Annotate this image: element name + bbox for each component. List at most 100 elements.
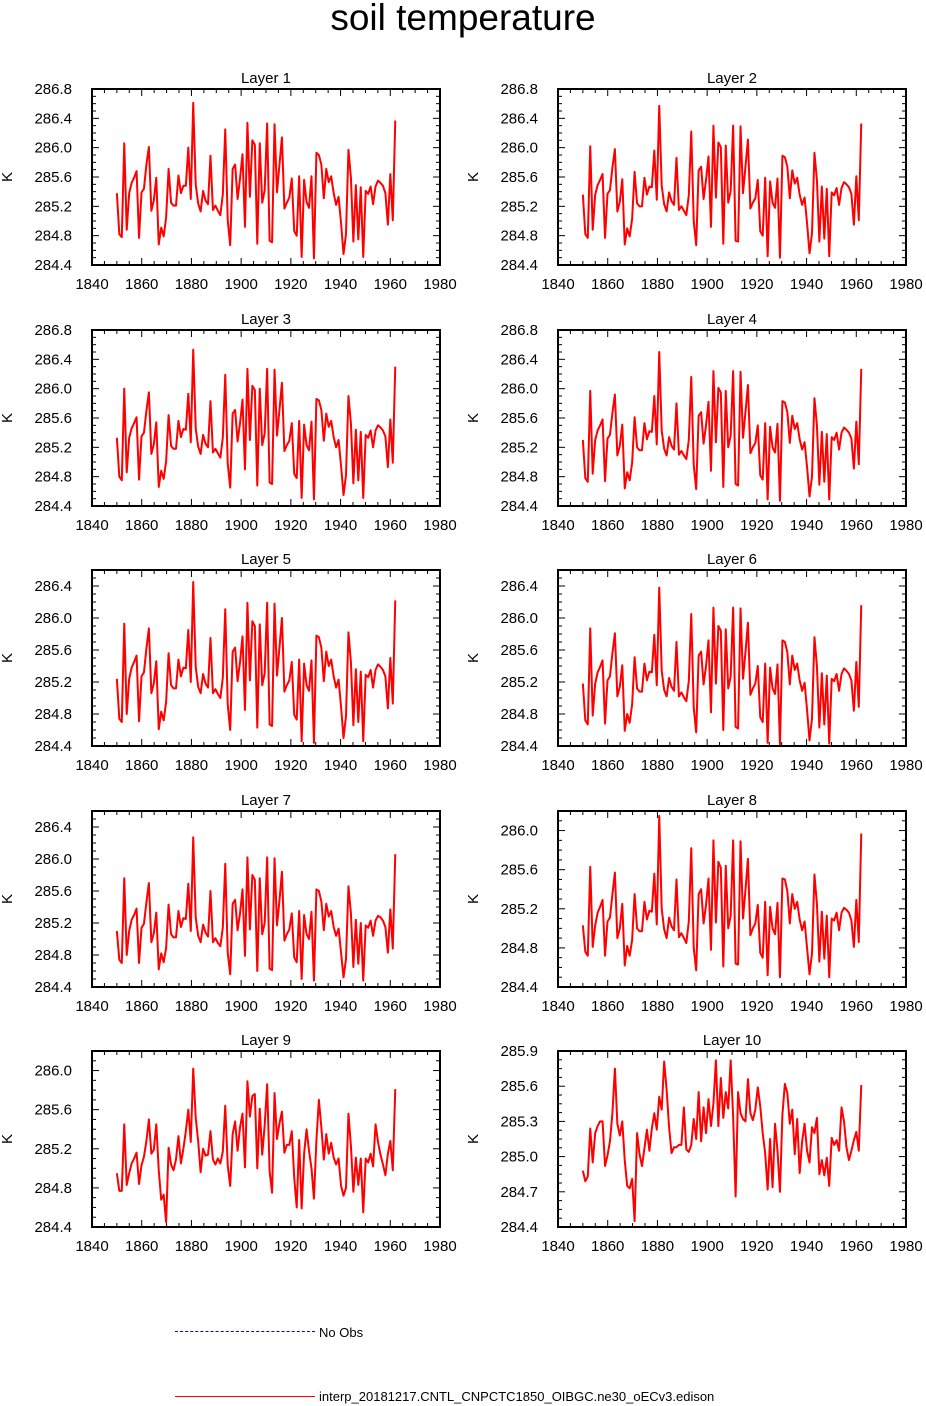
y-axis-label: K <box>0 413 16 423</box>
y-axis-label: K <box>465 1134 482 1144</box>
x-tick-label: 1920 <box>274 276 307 293</box>
x-tick-label: 1920 <box>274 757 307 774</box>
y-tick-label: 286.4 <box>500 578 538 595</box>
panel-title: Layer 6 <box>707 551 757 568</box>
x-tick-label: 1920 <box>740 998 773 1015</box>
y-tick-label: 285.2 <box>34 674 72 691</box>
x-tick-label: 1960 <box>374 757 407 774</box>
y-tick-label: 284.4 <box>34 498 72 515</box>
y-tick-label: 286.0 <box>500 140 538 157</box>
panel-layer-1: Layer 1 K 1840 1860 1880 1900 1920 1940 1960 1980… <box>0 70 457 293</box>
y-axis-label: K <box>465 172 482 182</box>
x-tick-label: 1860 <box>125 276 158 293</box>
y-tick-label: 284.8 <box>500 940 538 957</box>
x-tick-label: 1920 <box>740 276 773 293</box>
x-tick-label: 1940 <box>324 998 357 1015</box>
x-tick-label: 1980 <box>889 517 922 534</box>
y-tick-label: 286.0 <box>500 610 538 627</box>
y-tick-label: 286.4 <box>34 578 72 595</box>
y-tick-label: 284.4 <box>500 738 538 755</box>
y-tick-label: 286.8 <box>34 81 72 98</box>
x-tick-label: 1880 <box>641 1238 674 1255</box>
plot-frame <box>557 88 907 266</box>
x-tick-label: 1900 <box>224 1238 257 1255</box>
y-tick-label: 286.0 <box>34 851 72 868</box>
y-tick-label: 285.2 <box>34 198 72 215</box>
y-tick-label: 286.0 <box>500 381 538 398</box>
x-tick-label: 1860 <box>125 998 158 1015</box>
y-tick-label: 284.8 <box>34 469 72 486</box>
panel-title: Layer 5 <box>241 551 291 568</box>
x-tick-label: 1860 <box>591 276 624 293</box>
y-tick-label: 286.8 <box>500 322 538 339</box>
panel-layer-3: Layer 3 K 1840 1860 1880 1900 1920 1940 1960 1980… <box>0 311 457 534</box>
plot-frame <box>557 810 907 988</box>
y-tick-label: 285.2 <box>500 439 538 456</box>
model-series-line <box>581 814 863 979</box>
y-tick-label: 286.0 <box>34 1063 72 1080</box>
x-tick-label: 1900 <box>224 998 257 1015</box>
y-axis-label: K <box>0 172 16 182</box>
y-tick-label: 284.4 <box>500 979 538 996</box>
model-series-line <box>581 586 863 746</box>
x-tick-label: 1880 <box>641 517 674 534</box>
panel-title: Layer 4 <box>707 311 757 328</box>
y-tick-label: 285.2 <box>500 198 538 215</box>
x-tick-label: 1900 <box>224 517 257 534</box>
y-tick-label: 284.7 <box>500 1184 538 1201</box>
x-tick-label: 1900 <box>690 998 723 1015</box>
y-axis-label: K <box>465 894 482 904</box>
x-tick-label: 1880 <box>641 998 674 1015</box>
x-tick-label: 1980 <box>423 757 456 774</box>
x-tick-label: 1980 <box>423 1238 456 1255</box>
y-tick-label: 285.6 <box>34 169 72 186</box>
plot-frame <box>91 329 441 507</box>
panel-title: Layer 10 <box>703 1032 761 1049</box>
y-tick-label: 285.6 <box>500 1078 538 1095</box>
x-tick-label: 1920 <box>740 757 773 774</box>
x-tick-label: 1980 <box>423 276 456 293</box>
panel-layer-5: Layer 5 K 1840 1860 1880 1900 1920 1940 1960 1980… <box>0 551 457 774</box>
y-tick-label: 285.2 <box>34 439 72 456</box>
y-tick-label: 285.6 <box>500 862 538 879</box>
y-tick-label: 284.8 <box>500 228 538 245</box>
x-tick-label: 1840 <box>541 517 574 534</box>
x-tick-label: 1920 <box>274 517 307 534</box>
x-tick-label: 1960 <box>840 757 873 774</box>
x-tick-label: 1900 <box>224 757 257 774</box>
y-tick-label: 285.6 <box>34 1102 72 1119</box>
plot-frame <box>91 1050 441 1228</box>
panel-title: Layer 8 <box>707 792 757 809</box>
x-tick-label: 1940 <box>790 998 823 1015</box>
y-axis-label: K <box>465 653 482 663</box>
x-tick-label: 1960 <box>374 517 407 534</box>
panel-title: Layer 1 <box>241 70 291 87</box>
x-tick-label: 1940 <box>790 276 823 293</box>
y-axis-label: K <box>465 413 482 423</box>
x-tick-label: 1840 <box>541 1238 574 1255</box>
y-tick-label: 286.4 <box>34 819 72 836</box>
plot-frame <box>91 810 441 988</box>
model-series-line <box>115 348 397 501</box>
model-series-line <box>115 101 397 260</box>
x-tick-label: 1960 <box>374 998 407 1015</box>
x-tick-label: 1880 <box>641 757 674 774</box>
y-tick-label: 286.8 <box>500 81 538 98</box>
y-tick-label: 284.4 <box>34 979 72 996</box>
model-series-line <box>581 351 863 502</box>
y-tick-label: 286.4 <box>500 110 538 127</box>
y-tick-label: 284.8 <box>34 947 72 964</box>
x-tick-label: 1860 <box>591 517 624 534</box>
y-axis-label: K <box>0 653 16 663</box>
y-tick-label: 286.0 <box>34 381 72 398</box>
y-tick-label: 285.2 <box>34 915 72 932</box>
y-tick-label: 286.0 <box>34 610 72 627</box>
panel-title: Layer 9 <box>241 1032 291 1049</box>
panel-layer-10: Layer 10 K 1840 1860 1880 1900 1920 1940 1960 198… <box>465 1032 923 1255</box>
x-tick-label: 1880 <box>175 1238 208 1255</box>
y-tick-label: 285.2 <box>500 674 538 691</box>
x-tick-label: 1920 <box>274 1238 307 1255</box>
x-tick-label: 1900 <box>690 757 723 774</box>
y-tick-label: 286.4 <box>34 110 72 127</box>
